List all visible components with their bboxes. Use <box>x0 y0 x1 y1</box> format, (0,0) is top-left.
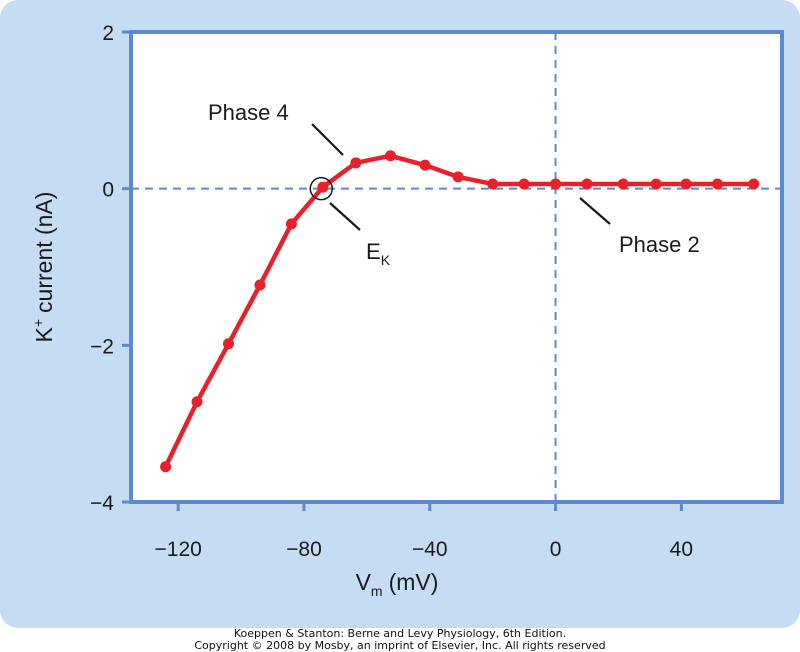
phase2-leader-line <box>579 197 611 225</box>
plot-area <box>131 32 782 502</box>
y-axis-title: K+current (nA) <box>30 192 57 343</box>
series-layer <box>160 150 760 473</box>
phase4-label: Phase 4 <box>208 100 289 125</box>
chart: −120 −80 −40 0 40 2 0 −2 −4 Phase 4 EK Phase 2 V… <box>30 22 784 599</box>
ek-label: EK <box>366 239 391 268</box>
data-point <box>452 171 464 183</box>
data-point <box>419 159 431 171</box>
data-point <box>285 218 297 230</box>
x-tick-label: −40 <box>412 538 448 561</box>
ek-leader-line <box>329 202 361 231</box>
data-point <box>617 178 629 190</box>
data-point <box>350 157 362 169</box>
data-point <box>712 178 724 190</box>
plot-frame <box>129 30 784 504</box>
data-point <box>384 150 396 162</box>
ek-marker-circle <box>309 176 334 201</box>
data-point <box>487 178 499 190</box>
data-point <box>317 181 329 193</box>
data-point <box>160 461 172 473</box>
data-point <box>748 178 760 190</box>
y-tick-label: 0 <box>102 179 114 202</box>
data-point <box>222 338 234 350</box>
phase4-leader-line <box>311 123 344 156</box>
x-tick-label: −120 <box>155 538 202 561</box>
copyright-notice: Koeppen & Stanton: Berne and Levy Physio… <box>0 628 800 652</box>
x-tick-label: 40 <box>670 538 693 561</box>
credit-line-2: Copyright © 2008 by Mosby, an imprint of… <box>194 639 606 652</box>
data-point <box>650 178 662 190</box>
y-tick-label: −4 <box>90 492 114 515</box>
phase2-label: Phase 2 <box>619 232 700 257</box>
y-tick-label: 2 <box>102 22 114 45</box>
x-tick-label: −80 <box>286 538 322 561</box>
x-axis-title: Vm (mV) <box>356 569 439 599</box>
axis-ticks: −120 −80 −40 0 40 2 0 −2 −4 <box>90 22 693 561</box>
data-point <box>518 178 530 190</box>
data-point <box>680 178 692 190</box>
reference-lines <box>131 32 782 502</box>
x-tick-label: 0 <box>550 538 562 561</box>
y-tick-label: −2 <box>90 335 114 358</box>
data-point <box>254 279 266 291</box>
data-point <box>581 178 593 190</box>
credit-line-1: Koeppen & Stanton: Berne and Levy Physio… <box>233 627 567 640</box>
data-point <box>191 396 203 408</box>
data-point <box>550 178 562 190</box>
